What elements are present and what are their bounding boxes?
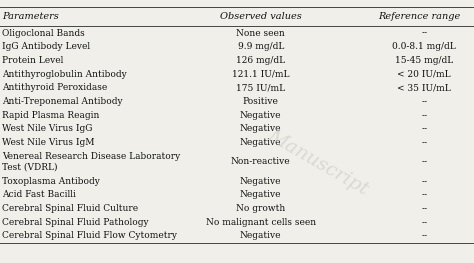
Text: 15-45 mg/dL: 15-45 mg/dL bbox=[395, 56, 453, 65]
Text: Acid Fast Bacilli: Acid Fast Bacilli bbox=[2, 190, 76, 199]
Text: No malignant cells seen: No malignant cells seen bbox=[206, 218, 316, 227]
Text: 121.1 IU/mL: 121.1 IU/mL bbox=[232, 70, 290, 79]
Text: --: -- bbox=[421, 218, 427, 227]
Text: --: -- bbox=[421, 111, 427, 120]
Text: Cerebral Spinal Fluid Culture: Cerebral Spinal Fluid Culture bbox=[2, 204, 138, 213]
Text: Negative: Negative bbox=[240, 190, 282, 199]
Text: 0.0-8.1 mg/dL: 0.0-8.1 mg/dL bbox=[392, 42, 456, 51]
Text: Cerebral Spinal Fluid Flow Cytometry: Cerebral Spinal Fluid Flow Cytometry bbox=[2, 231, 177, 240]
Text: Rapid Plasma Reagin: Rapid Plasma Reagin bbox=[2, 111, 100, 120]
Text: --: -- bbox=[421, 204, 427, 213]
Text: 175 IU/mL: 175 IU/mL bbox=[236, 83, 285, 92]
Text: Anti-Treponemal Antibody: Anti-Treponemal Antibody bbox=[2, 97, 123, 106]
Text: Oligoclonal Bands: Oligoclonal Bands bbox=[2, 29, 85, 38]
Text: --: -- bbox=[421, 97, 427, 106]
Text: Antithyroid Peroxidase: Antithyroid Peroxidase bbox=[2, 83, 108, 92]
Text: IgG Antibody Level: IgG Antibody Level bbox=[2, 42, 91, 51]
Text: West Nile Virus IgM: West Nile Virus IgM bbox=[2, 138, 95, 147]
Text: < 20 IU/mL: < 20 IU/mL bbox=[397, 70, 451, 79]
Text: Observed values: Observed values bbox=[220, 12, 301, 21]
Text: Negative: Negative bbox=[240, 138, 282, 147]
Text: Negative: Negative bbox=[240, 231, 282, 240]
Text: --: -- bbox=[421, 157, 427, 166]
Text: Negative: Negative bbox=[240, 111, 282, 120]
Text: None seen: None seen bbox=[237, 29, 285, 38]
Text: Cerebral Spinal Fluid Pathology: Cerebral Spinal Fluid Pathology bbox=[2, 218, 149, 227]
Text: Protein Level: Protein Level bbox=[2, 56, 64, 65]
Text: Negative: Negative bbox=[240, 177, 282, 186]
Text: < 35 IU/mL: < 35 IU/mL bbox=[397, 83, 451, 92]
Text: --: -- bbox=[421, 177, 427, 186]
Text: --: -- bbox=[421, 138, 427, 147]
Text: Venereal Research Disease Laboratory
Test (VDRL): Venereal Research Disease Laboratory Tes… bbox=[2, 152, 181, 172]
Text: No growth: No growth bbox=[236, 204, 285, 213]
Text: Antithyroglobulin Antibody: Antithyroglobulin Antibody bbox=[2, 70, 127, 79]
Text: --: -- bbox=[421, 231, 427, 240]
Text: Non-reactive: Non-reactive bbox=[231, 157, 291, 166]
Text: Negative: Negative bbox=[240, 124, 282, 133]
Text: Toxoplasma Antibody: Toxoplasma Antibody bbox=[2, 177, 100, 186]
Text: West Nile Virus IgG: West Nile Virus IgG bbox=[2, 124, 93, 133]
Text: Manuscript: Manuscript bbox=[264, 127, 371, 199]
Text: 126 mg/dL: 126 mg/dL bbox=[236, 56, 285, 65]
Text: Positive: Positive bbox=[243, 97, 279, 106]
Text: --: -- bbox=[421, 124, 427, 133]
Text: 9.9 mg/dL: 9.9 mg/dL bbox=[237, 42, 284, 51]
Text: Parameters: Parameters bbox=[2, 12, 59, 21]
Text: --: -- bbox=[421, 190, 427, 199]
Text: --: -- bbox=[421, 29, 427, 38]
Text: Reference range: Reference range bbox=[378, 12, 461, 21]
